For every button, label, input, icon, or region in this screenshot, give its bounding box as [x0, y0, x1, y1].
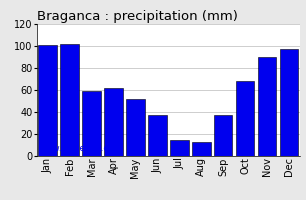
Bar [38, 45, 57, 156]
Bar [148, 115, 167, 156]
Bar [104, 88, 123, 156]
Bar [258, 57, 276, 156]
Bar [82, 91, 101, 156]
Text: Braganca : precipitation (mm): Braganca : precipitation (mm) [37, 10, 237, 23]
Bar [126, 99, 145, 156]
Bar [236, 81, 254, 156]
Bar [214, 115, 233, 156]
Bar [280, 49, 298, 156]
Bar [192, 142, 211, 156]
Bar [170, 140, 188, 156]
Text: www.allmetsat.com: www.allmetsat.com [39, 144, 121, 153]
Bar [60, 44, 79, 156]
